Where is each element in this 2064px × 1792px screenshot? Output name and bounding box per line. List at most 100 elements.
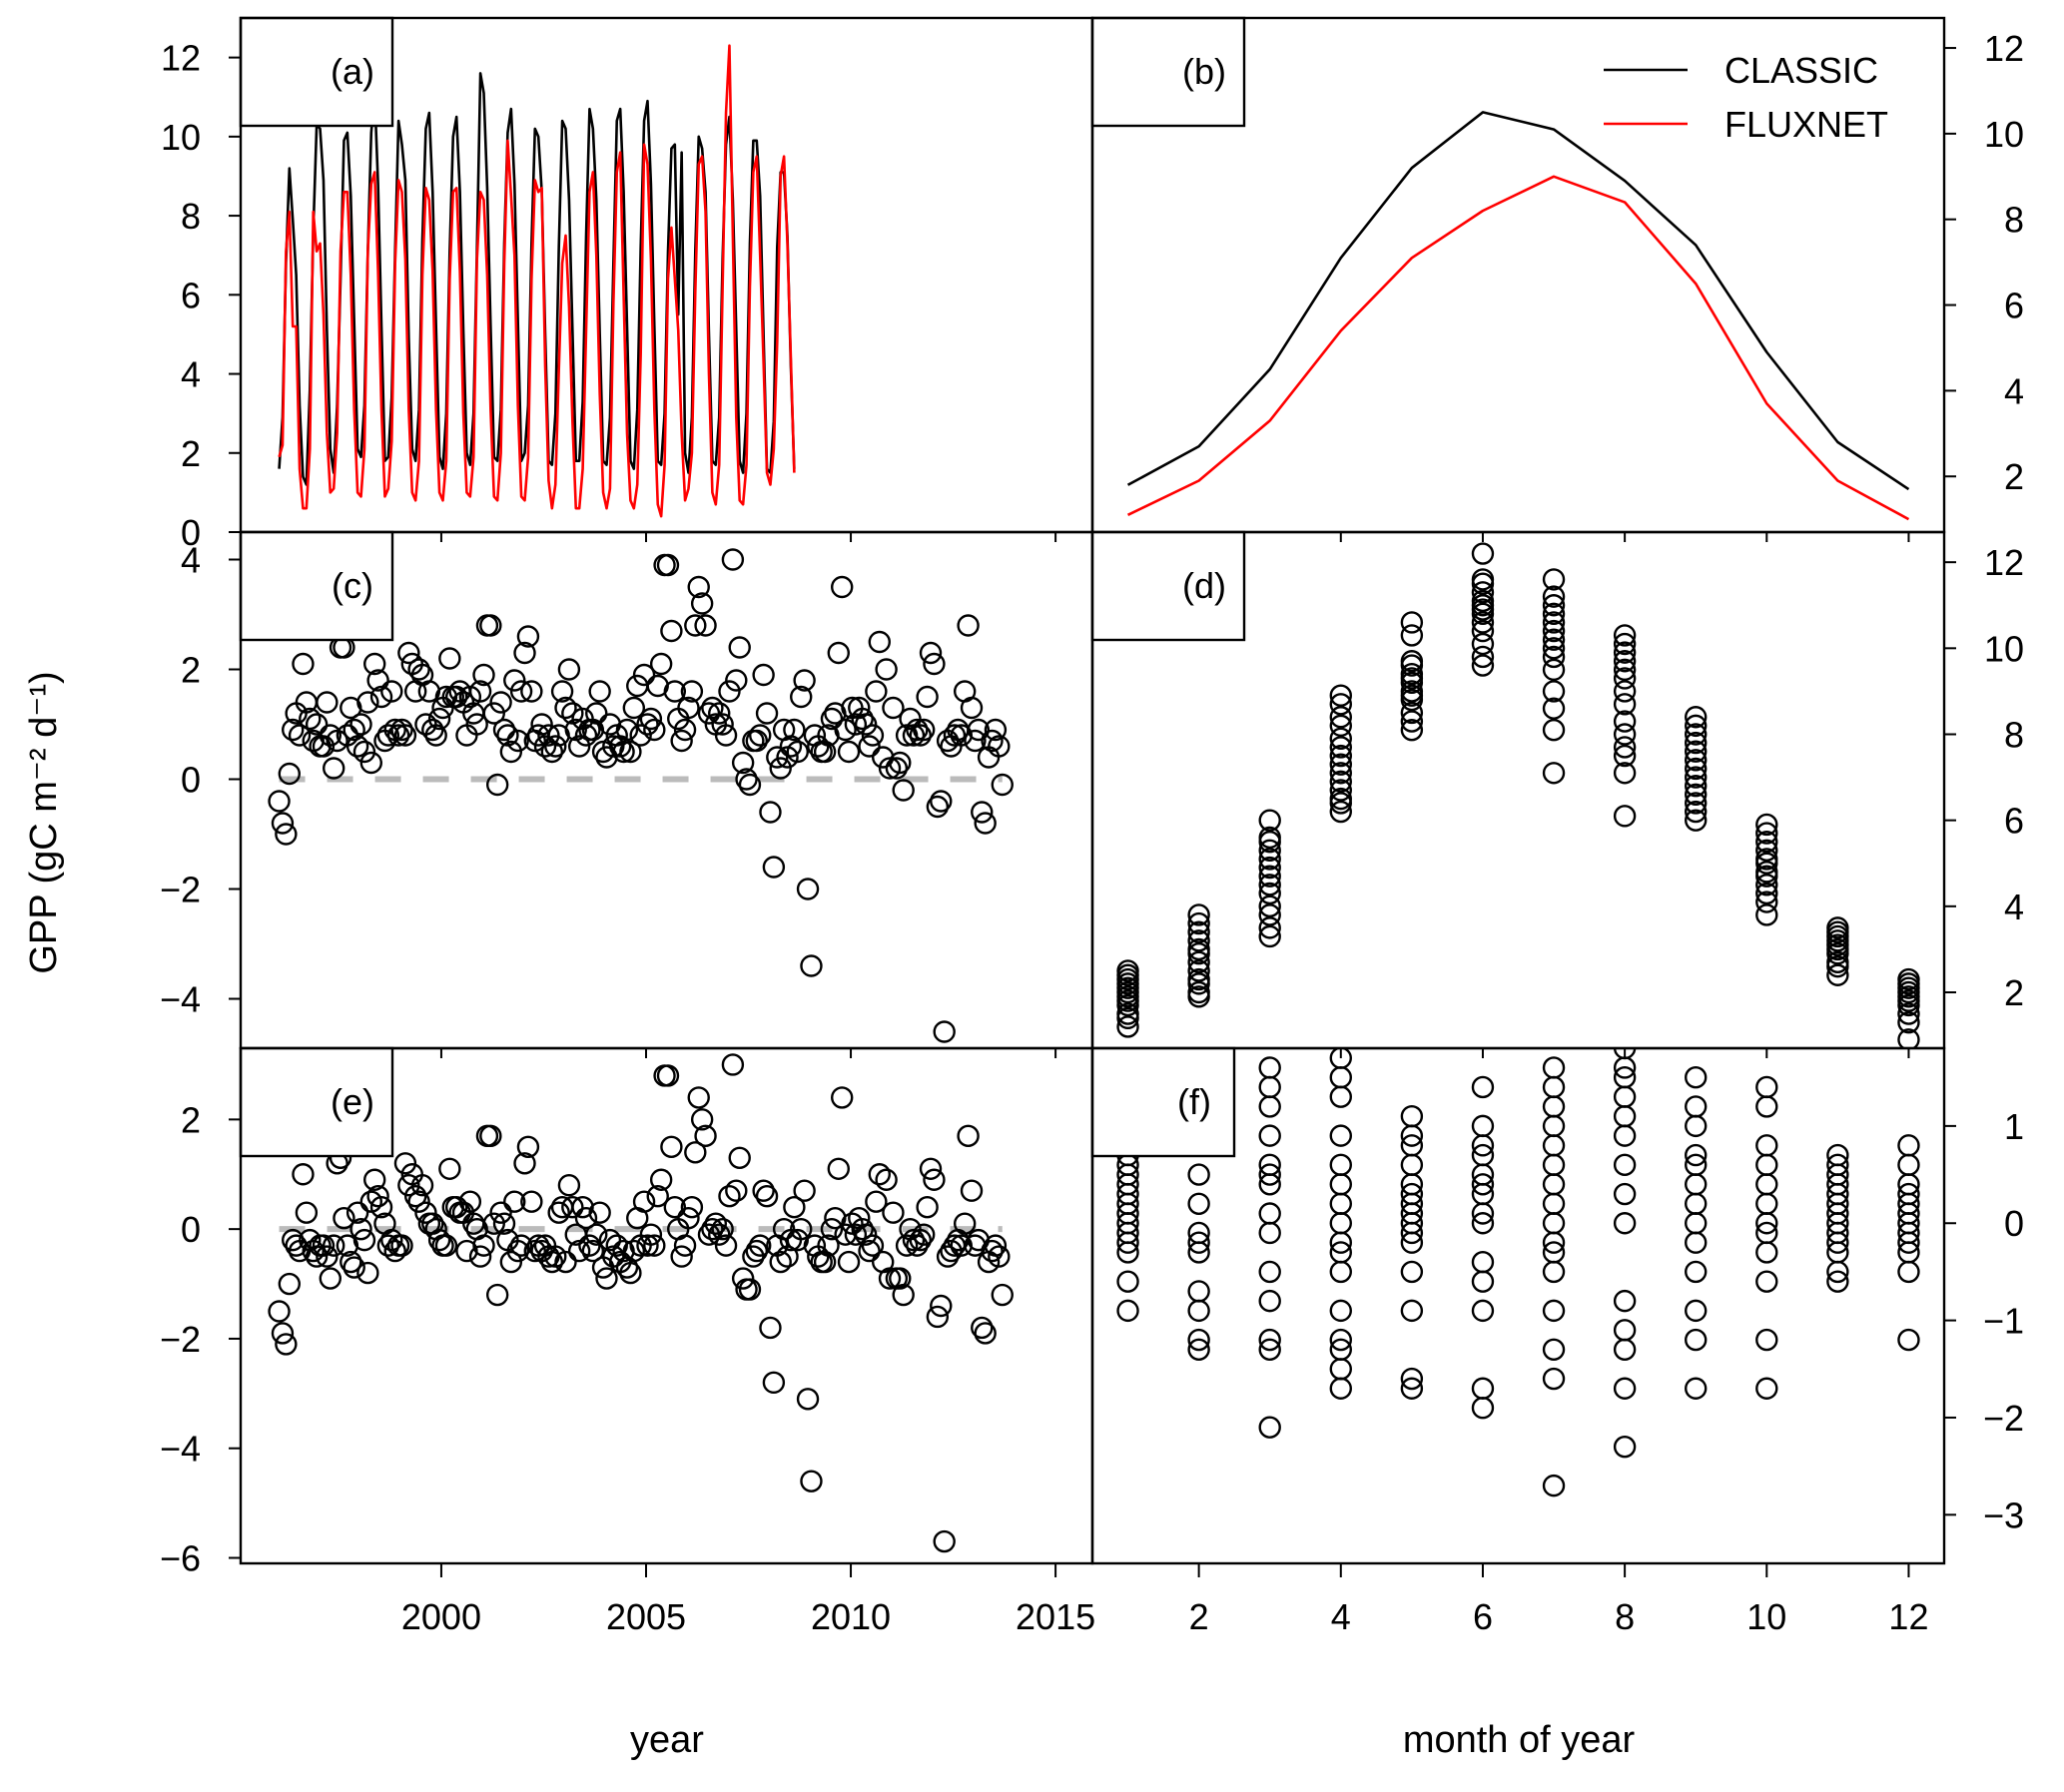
data-point — [1613, 1435, 1637, 1459]
data-point — [868, 1163, 891, 1186]
data-point — [786, 740, 809, 764]
x-tick-label: 2010 — [811, 1596, 891, 1637]
data-point — [708, 702, 731, 725]
data-point — [444, 685, 468, 709]
data-point — [509, 680, 533, 703]
data-point — [752, 663, 775, 687]
data-point — [796, 878, 820, 900]
panel-label-box — [1090, 1046, 1236, 1158]
data-point — [1116, 1270, 1139, 1293]
data-point — [991, 773, 1014, 797]
data-point — [397, 1174, 420, 1197]
data-point — [953, 1212, 977, 1235]
data-point — [544, 735, 567, 758]
data-point — [629, 724, 652, 747]
data-point — [1755, 1221, 1778, 1245]
data-point — [489, 1201, 512, 1224]
data-point — [820, 1217, 844, 1241]
data-point — [1685, 774, 1708, 798]
data-point — [369, 1195, 393, 1219]
data-point — [492, 718, 516, 742]
data-point — [906, 718, 929, 742]
data-point — [725, 669, 748, 692]
data-point — [520, 1190, 543, 1213]
data-point — [1400, 1104, 1424, 1128]
data-point — [769, 1250, 792, 1274]
data-point — [1685, 1066, 1708, 1089]
data-point — [971, 1316, 994, 1340]
data-point — [282, 1228, 305, 1252]
data-point — [690, 1108, 714, 1131]
x-axis-label-year: year — [630, 1719, 704, 1761]
data-point — [340, 1250, 362, 1274]
data-point — [1542, 1338, 1566, 1362]
data-point — [622, 1239, 646, 1263]
data-point — [345, 735, 369, 758]
data-point — [390, 718, 413, 742]
data-point — [386, 724, 410, 747]
data-point — [813, 740, 837, 764]
data-point — [660, 619, 683, 643]
panel-label: (e) — [331, 1081, 374, 1122]
data-point — [1826, 1143, 1849, 1167]
data-point — [356, 1261, 379, 1285]
data-point — [923, 652, 946, 676]
data-point — [316, 1245, 339, 1268]
data-point — [957, 614, 980, 637]
data-point — [1685, 1153, 1708, 1177]
data-point — [489, 691, 512, 714]
data-point — [1685, 800, 1708, 824]
data-point — [796, 1388, 820, 1411]
data-point — [1329, 762, 1352, 785]
y-tick-label: 2 — [181, 650, 201, 691]
data-point — [1329, 770, 1352, 794]
data-point — [687, 1086, 710, 1109]
data-point — [728, 636, 751, 659]
data-point — [1897, 1182, 1920, 1206]
data-point — [718, 680, 741, 703]
data-point — [663, 1195, 687, 1219]
data-point — [936, 1245, 960, 1268]
data-point — [1329, 1153, 1352, 1177]
data-point — [557, 658, 581, 681]
data-point — [1826, 916, 1849, 939]
data-point — [612, 740, 635, 764]
data-point — [714, 724, 738, 747]
data-point — [1613, 641, 1637, 664]
data-point — [585, 702, 608, 725]
data-point — [383, 1239, 406, 1263]
data-point — [1187, 967, 1210, 991]
data-point — [766, 746, 789, 769]
data-point — [1613, 1319, 1637, 1342]
y-tick-label: −6 — [160, 1538, 201, 1579]
data-point — [1685, 809, 1708, 832]
y-tick-label: 1 — [2004, 1106, 2024, 1147]
data-point — [1187, 959, 1210, 982]
data-point — [520, 680, 543, 703]
data-point — [718, 1185, 741, 1208]
data-point — [783, 718, 806, 742]
data-point — [684, 614, 707, 637]
data-point — [660, 1135, 683, 1159]
data-point — [1542, 1474, 1566, 1497]
data-point — [636, 713, 659, 736]
y-tick-label: 4 — [2004, 887, 2024, 927]
data-point — [1613, 1153, 1637, 1177]
data-point — [1329, 787, 1352, 811]
y-tick-label: −4 — [160, 979, 201, 1020]
data-point — [1613, 710, 1637, 733]
data-point — [1400, 710, 1424, 733]
data-point — [701, 1217, 724, 1241]
data-point — [960, 1179, 984, 1202]
y-tick-label: 0 — [181, 512, 201, 553]
data-point — [663, 680, 687, 703]
data-point — [1613, 1048, 1637, 1060]
data-point — [882, 1201, 905, 1224]
data-point — [362, 1168, 386, 1191]
data-point — [738, 1278, 762, 1301]
data-point — [1613, 1066, 1637, 1089]
data-point — [352, 740, 376, 764]
data-point — [492, 1212, 516, 1235]
data-point — [1542, 637, 1566, 660]
data-point — [547, 1201, 570, 1224]
